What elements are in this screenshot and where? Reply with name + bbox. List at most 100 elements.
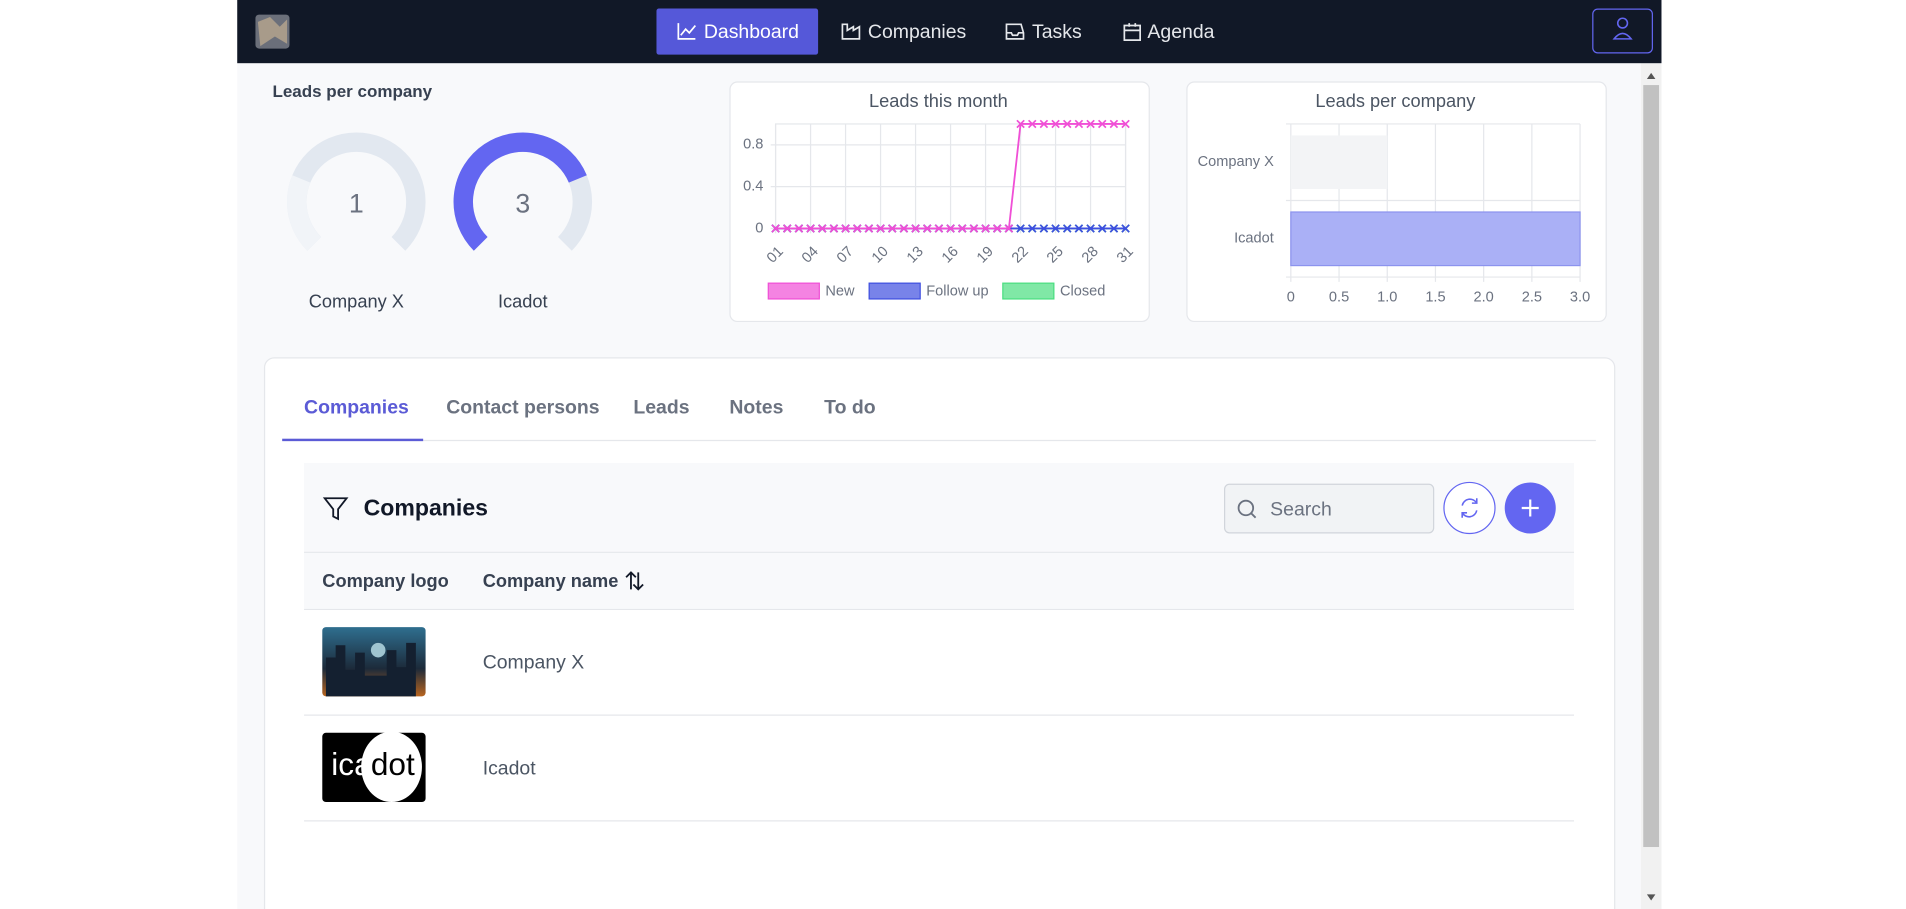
gauge-number: 1	[349, 188, 364, 218]
bar-chart-card	[1186, 81, 1607, 323]
marker	[1016, 119, 1025, 129]
sort-icon[interactable]	[625, 571, 644, 591]
marker	[1109, 224, 1119, 233]
marker	[1109, 119, 1119, 129]
tab[interactable]: Notes	[729, 396, 783, 418]
gauges-title: Leads per company	[272, 82, 432, 101]
bar-chart-title: Leads per company	[1315, 91, 1476, 111]
tab[interactable]: Companies	[304, 396, 409, 418]
nav-link[interactable]: Tasks	[1032, 21, 1082, 43]
marker	[864, 224, 874, 233]
marker	[887, 224, 897, 233]
company-name[interactable]: Company X	[483, 652, 585, 674]
y-tick-label: 0.4	[743, 179, 763, 195]
tab[interactable]: Contact persons	[446, 396, 600, 418]
marker	[794, 224, 804, 233]
gauge-value	[287, 175, 322, 251]
gauge-label: Icadot	[498, 291, 548, 311]
marker	[1062, 119, 1072, 129]
refresh-button[interactable]	[1443, 481, 1496, 535]
tabs: Companies Contact persons Leads Notes To do	[282, 396, 876, 442]
marker	[1039, 119, 1049, 129]
marker	[922, 224, 932, 233]
nav-active-bg	[656, 8, 819, 55]
filter-icon[interactable]	[322, 497, 349, 521]
marker	[1121, 224, 1130, 233]
marker	[817, 224, 827, 233]
bar-chart: 0 0.5 1.0 1.5 2.0 2.5 3.0 Company X Icadot	[1198, 123, 1590, 306]
bar	[1290, 135, 1388, 190]
nav-link[interactable]: Dashboard	[704, 21, 799, 43]
scrollbar-thumb[interactable]	[1643, 85, 1660, 848]
gauge-number: 3	[515, 188, 530, 218]
legend-swatch[interactable]	[1002, 282, 1055, 300]
marker	[911, 224, 920, 233]
search-placeholder[interactable]: Search	[1270, 499, 1332, 521]
marker	[992, 224, 1002, 233]
y-tick-label: Company X	[1198, 154, 1274, 170]
legend-label[interactable]: Follow up	[926, 284, 988, 300]
marker	[1004, 224, 1014, 233]
marker	[1074, 119, 1084, 129]
logo-art	[325, 642, 416, 697]
add-icon	[1521, 499, 1539, 517]
marker	[1086, 119, 1095, 129]
marker	[1086, 224, 1095, 233]
logo-art	[257, 17, 288, 47]
marker	[841, 224, 850, 233]
marker	[782, 224, 792, 233]
legend-swatch[interactable]	[767, 282, 820, 300]
y-tick-label: Icadot	[1234, 231, 1274, 247]
y-tick-label: 0.8	[743, 137, 763, 153]
table-title: Companies	[364, 494, 488, 520]
x-tick-label: 0	[1287, 290, 1295, 306]
nav: Dashboard Companies Tasks Agenda	[656, 8, 1215, 55]
profile-icon	[1612, 17, 1633, 40]
legend-swatch[interactable]	[868, 282, 921, 300]
x-tick-label: 2.5	[1522, 290, 1542, 306]
marker	[969, 224, 979, 233]
logo-text: dot	[371, 746, 415, 782]
logo-shape	[361, 731, 422, 803]
tab[interactable]: Leads	[633, 396, 689, 418]
marker	[1027, 224, 1037, 233]
line-chart-card	[729, 81, 1150, 323]
table-rows: Company X ica dot Icadot	[304, 627, 1574, 822]
legend-label[interactable]: Closed	[1060, 284, 1105, 300]
gauge-label: Company X	[309, 291, 404, 311]
x-tick-label: 0.5	[1329, 290, 1349, 306]
marker	[1097, 224, 1107, 233]
marker	[1027, 119, 1037, 129]
tab-underline	[282, 438, 424, 442]
marker	[1039, 224, 1049, 233]
company-name[interactable]: Icadot	[483, 757, 537, 779]
x-tick-label: 3.0	[1570, 290, 1590, 306]
search-icon	[1237, 499, 1257, 519]
column-header: Company logo	[322, 571, 449, 591]
bar	[1290, 211, 1581, 267]
marker	[829, 224, 839, 233]
column-header[interactable]: Company name	[483, 571, 619, 591]
marker	[806, 224, 815, 233]
y-tick-label: 0	[755, 220, 763, 236]
marker	[981, 224, 990, 233]
logo-art	[370, 642, 386, 658]
nav-link[interactable]: Agenda	[1147, 21, 1214, 43]
marker	[1074, 224, 1084, 233]
nav-icons	[677, 23, 1141, 41]
nav-link[interactable]: Companies	[868, 21, 967, 43]
logo-text: ica	[331, 746, 372, 782]
profile-button[interactable]	[1592, 8, 1653, 54]
marker	[1051, 119, 1060, 129]
search-box[interactable]	[1223, 483, 1435, 534]
tab[interactable]: To do	[824, 396, 876, 418]
marker	[957, 224, 967, 233]
line-chart-title: Leads this month	[869, 91, 1008, 111]
legend-label[interactable]: New	[825, 284, 855, 300]
refresh-icon	[1461, 498, 1478, 518]
marker	[946, 224, 955, 233]
marker	[852, 224, 862, 233]
x-tick-label: 2.0	[1474, 290, 1494, 306]
